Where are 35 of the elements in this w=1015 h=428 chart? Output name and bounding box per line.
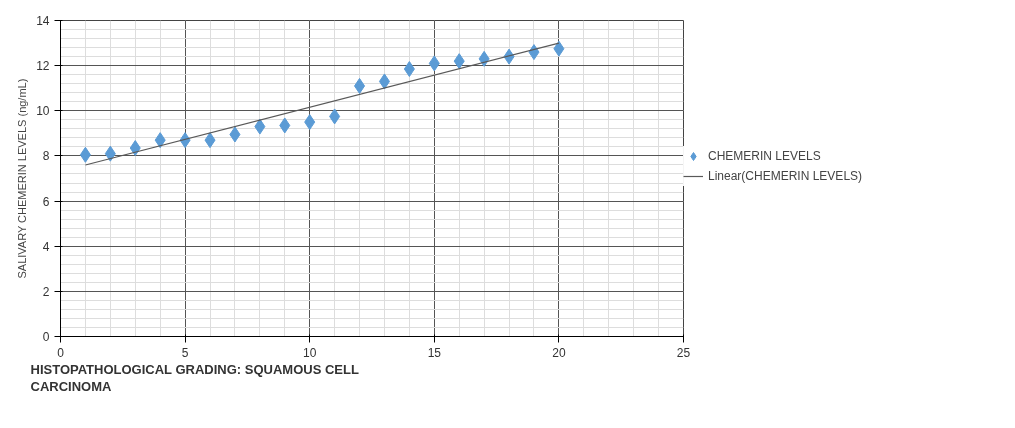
point: [279, 117, 291, 134]
point: [229, 126, 241, 143]
point: [428, 55, 440, 72]
y-tick-label: 0: [42, 330, 50, 344]
x-tick-label: 10: [303, 345, 317, 360]
y-axis-title: SALIVARY CHEMERIN LEVELS (ng/mL): [16, 78, 29, 279]
legend-label: Linear(CHEMERIN LEVELS): [708, 169, 863, 183]
y-tick-label: 2: [42, 284, 50, 299]
x-tick-label: 20: [552, 345, 566, 360]
x-tick-label: 0: [57, 345, 65, 360]
point: [453, 53, 465, 70]
point: [403, 61, 415, 78]
legend-label: CHEMERIN LEVELS: [708, 149, 821, 163]
y-tick-label: 14: [36, 14, 50, 28]
x-tick-label: 25: [676, 345, 691, 360]
point: [354, 77, 366, 94]
y-tick-label: 8: [42, 149, 50, 164]
x-tick-label: 5: [181, 345, 189, 360]
point: [254, 118, 266, 135]
point: [204, 132, 216, 149]
point: [129, 140, 141, 157]
x-axis-title: HISTOPATHOLOGICAL GRADING: SQUAMOUS CELL CARCINOMA: [30, 361, 359, 394]
point: [378, 73, 390, 90]
point: [154, 132, 166, 149]
point: [304, 114, 316, 131]
point: [329, 108, 341, 125]
point: [79, 146, 91, 163]
point: [553, 40, 565, 57]
y-tick-label: 12: [36, 59, 50, 74]
x-tick-label: 15: [427, 345, 442, 360]
point: [478, 50, 490, 67]
point: [104, 145, 116, 162]
y-tick-label: 6: [42, 194, 50, 209]
y-tick-label: 4: [42, 239, 50, 254]
y-tick-label: 10: [36, 104, 50, 119]
